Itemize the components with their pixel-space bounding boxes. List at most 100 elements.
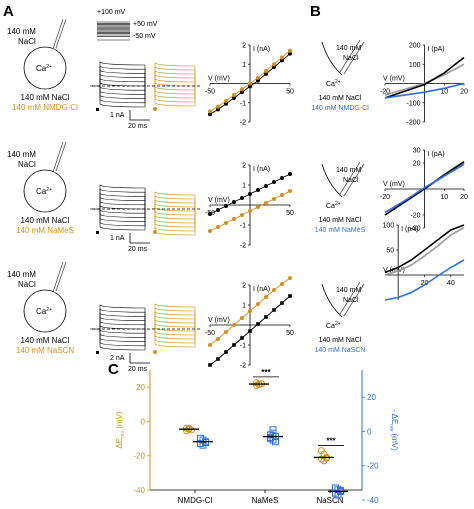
ion-name: Ca [326,323,335,330]
pipette-solution-line2: NaCl [343,177,359,184]
bath-solution-1: 140 mM NaCl [319,95,362,102]
ion-name: Ca [326,81,335,88]
data-point [224,98,228,103]
current-trace [97,85,146,91]
scale-time-label: 20 ms [128,123,148,130]
data-point [272,308,276,312]
current-trace [152,85,196,107]
current-trace [152,208,196,220]
data-point [272,62,276,67]
y-tick-label: 50 [386,248,394,255]
membrane-patch [321,283,343,318]
series-line [384,56,465,99]
current-trace [97,192,146,210]
data-point [256,205,260,209]
bath-solution-2: 140 mM NaMeS [315,227,366,234]
ion-charge: 2+ [335,201,341,207]
category-label: NMDG-Cl [178,496,213,505]
current-trace [152,208,196,232]
ion-name: Ca [36,307,47,316]
data-point [216,107,220,112]
current-traces-test [152,303,196,348]
data-point [256,322,260,326]
data-point [224,101,228,106]
ion-label: Ca2+ [326,79,341,88]
pipette-solution-line1: 140 mM [7,27,36,36]
data-point [280,176,284,180]
current-trace [152,208,196,216]
data-point [288,189,292,193]
pipette-solution-line1: 140 mM [336,287,361,294]
current-trace [97,325,146,330]
current-trace [152,328,196,336]
pipette-solution-line1: 140 mM [7,150,36,159]
y-tick-label: 1 [242,62,246,69]
y-tick-label: -1 [240,100,246,107]
data-point [208,112,212,117]
data-point [280,193,284,197]
current-trace [97,304,146,330]
data-point [216,104,220,109]
row-b-1: 140 mM NaCl Ca2+ 140 mM NaCl 140 mM NMDG-Cl [311,39,369,112]
y-axis-label: I (pA) [428,151,445,158]
data-point [240,90,244,95]
bath-solution-2: 140 mM NaSCN [16,346,74,355]
panel-label-a: A [3,3,14,20]
pipette-solution-line2: NaCl [343,55,359,62]
data-point [256,302,260,306]
bath-solution-1: 140 mM NaCl [319,337,362,344]
y-axis-label-right-unit: (mV) [390,431,399,451]
current-traces-control [90,184,146,231]
x-tick-label: 10 [440,89,448,96]
y-tick-label-left: 0 [141,417,146,426]
y-tick-label: -1 [240,223,246,230]
y-tick-label-right: 20 [367,393,376,402]
ion-name: Ca [36,187,47,196]
series-line [384,224,465,274]
y-tick-label: 2 [242,163,246,170]
scale-time-label: 20 ms [128,246,148,253]
pipette [52,18,67,50]
y-axis-label-left-unit: (mV) [115,411,124,431]
y-axis-label: I (nA) [253,46,270,53]
category-label: NaSCN [316,496,343,505]
pipette-solution-line2: NaCl [18,280,36,289]
current-trace [97,78,146,87]
data-point [240,87,244,92]
current-trace [97,328,146,338]
data-point [323,454,330,462]
ion-name: Ca [326,203,335,210]
row-b-2: 140 mM NaCl Ca2+ 140 mM NaCl 140 mM NaMeS [315,161,366,234]
data-point [208,229,212,233]
current-trace [152,191,196,210]
data-point [272,65,276,70]
protocol-50-label: +50 mV [133,21,158,28]
y-tick-label: 1 [242,303,246,310]
current-trace [97,208,146,222]
bath-solution-2: 140 mM NMDG-Cl [12,103,78,112]
significance-label: *** [326,436,336,445]
data-point [280,58,284,63]
data-point [224,221,228,225]
panel-label-b: B [310,3,321,20]
current-trace [97,328,146,347]
current-trace [152,78,196,87]
current-trace [152,70,196,87]
x-tick-label: -20 [380,194,390,201]
series-line [384,226,465,276]
tail-marker [153,107,157,111]
y-tick-label-right: -20 [367,462,379,471]
y-axis-label-left-main: ΔE [115,438,124,449]
data-point [240,316,244,320]
y-axis-label: I (pA) [428,46,445,53]
x-axis-label: V (mV) [383,76,405,83]
panel-label-c: C [108,361,119,378]
ion-charge: 2+ [335,321,341,327]
data-point [264,184,268,188]
data-point [272,197,276,201]
current-trace [152,85,196,91]
x-tick-label: 50 [286,210,294,217]
pipette-solution-line1: 140 mM [7,270,36,279]
